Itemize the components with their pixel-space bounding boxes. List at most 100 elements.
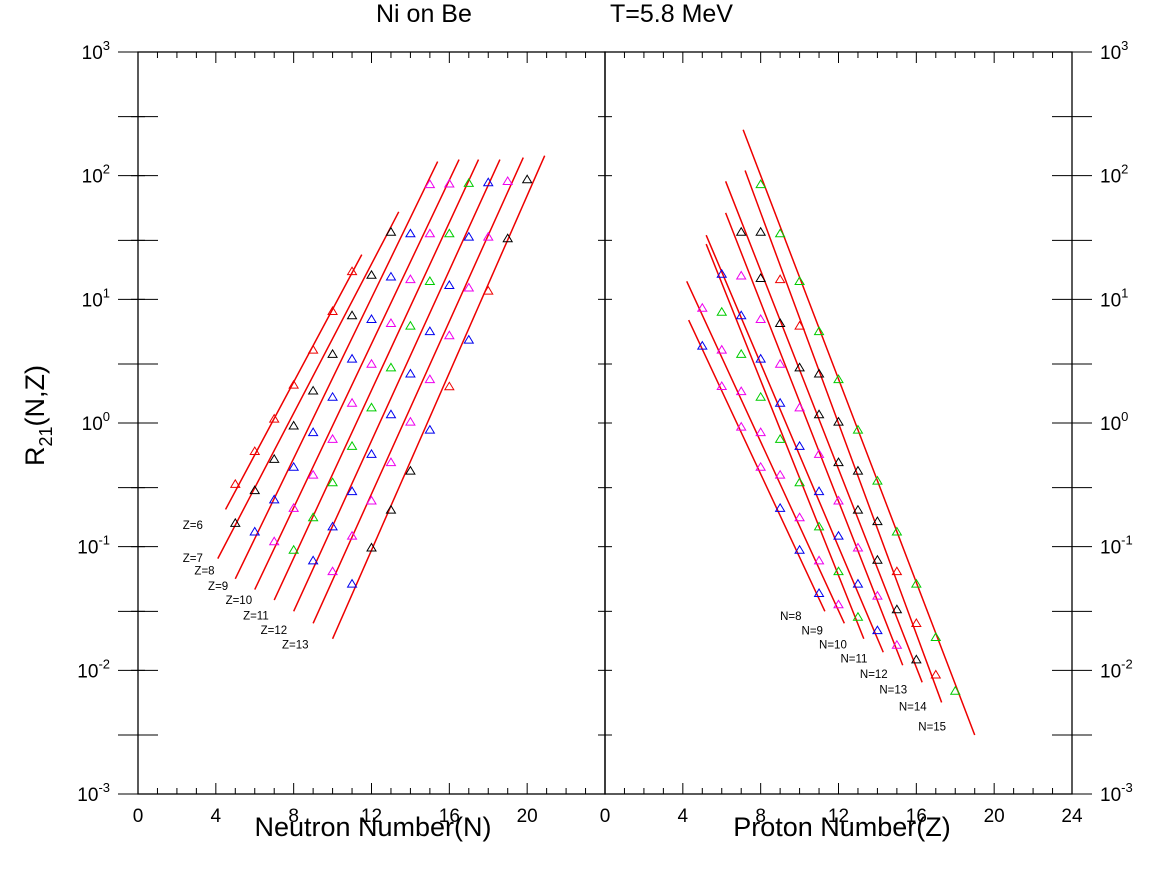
data-marker-triangle	[755, 313, 767, 323]
data-marker-triangle	[346, 397, 358, 407]
y-tick-label-left: 10-3	[77, 780, 110, 806]
data-marker-triangle	[385, 271, 397, 281]
data-marker-triangle	[833, 416, 844, 426]
data-marker-triangle	[891, 526, 903, 536]
y-tick-label-right: 10-1	[1100, 533, 1133, 559]
data-marker-triangle	[872, 590, 883, 600]
data-marker-triangle	[949, 685, 961, 695]
data-marker-triangle	[502, 233, 514, 243]
series-label-z-6: Z=6	[183, 520, 203, 532]
data-marker-triangle	[288, 544, 300, 554]
series-label-n-9: N=9	[802, 625, 823, 637]
data-marker-triangle	[405, 368, 416, 378]
fit-line-z-11	[292, 159, 501, 612]
data-marker-triangle	[774, 397, 786, 407]
data-marker-triangle	[794, 320, 805, 330]
series-label-n-14: N=14	[899, 701, 927, 713]
fit-line-n-10	[705, 243, 865, 640]
data-marker-triangle	[346, 578, 358, 588]
data-marker-triangle	[307, 469, 319, 479]
y-tick-label-right: 101	[1100, 285, 1128, 311]
title-left: Ni on Be	[376, 0, 472, 28]
data-marker-triangle	[424, 179, 436, 189]
data-marker-triangle	[813, 555, 825, 565]
data-marker-triangle	[891, 639, 903, 649]
data-marker-triangle	[910, 578, 922, 588]
data-marker-triangle	[443, 381, 455, 391]
data-marker-triangle	[366, 313, 377, 323]
fit-line-n-8	[687, 319, 826, 612]
data-marker-triangle	[443, 178, 455, 188]
series-label-z-8: Z=8	[194, 566, 214, 578]
panel-frame-left	[137, 51, 606, 795]
data-marker-triangle	[249, 485, 261, 495]
data-marker-triangle	[833, 599, 844, 609]
data-marker-triangle	[813, 409, 825, 419]
data-marker-triangle	[755, 461, 767, 471]
data-marker-triangle	[405, 228, 416, 238]
data-marker-triangle	[755, 273, 767, 282]
data-marker-triangle	[482, 231, 494, 241]
data-marker-triangle	[735, 226, 747, 236]
fit-line-z-8	[234, 161, 439, 580]
data-marker-triangle	[833, 457, 844, 467]
x-tick-label-left: 16	[439, 806, 460, 827]
data-marker-triangle	[774, 228, 786, 238]
y-tick-label-left: 103	[82, 38, 110, 64]
axes-layer: 0 4 8 12 16 20 10-3 10-2 10-1 100 101 102 103 0 4 8 12 16…	[77, 38, 1132, 827]
data-marker-triangle	[424, 424, 436, 434]
data-marker-triangle	[852, 611, 864, 621]
data-marker-triangle	[385, 362, 397, 372]
x-tick-label-right: 12	[828, 806, 849, 827]
data-marker-triangle	[872, 475, 883, 485]
x-tick-label-right: 4	[678, 806, 689, 827]
data-marker-triangle	[346, 310, 358, 320]
x-tick-label-right: 24	[1061, 806, 1083, 827]
series-label-z-11: Z=11	[243, 610, 269, 622]
data-marker-triangle	[463, 282, 475, 292]
data-marker-triangle	[521, 174, 533, 184]
data-marker-triangle	[327, 433, 338, 443]
series-label-n-10: N=10	[819, 639, 847, 651]
data-marker-triangle	[852, 465, 864, 475]
data-marker-triangle	[852, 504, 864, 514]
fit-line-z-6	[224, 254, 363, 510]
data-marker-triangle	[502, 176, 514, 186]
x-tick-label-left: 0	[133, 806, 144, 827]
data-marker-triangle	[288, 379, 300, 389]
fit-line-z-12	[312, 157, 524, 624]
data-marker-triangle	[405, 274, 416, 284]
data-marker-triangle	[327, 306, 338, 316]
data-marker-triangle	[405, 320, 416, 330]
data-marker-triangle	[696, 302, 708, 312]
y-axis-label: R21(N,Z)	[20, 365, 56, 466]
y-tick-label-left: 10-1	[77, 533, 110, 559]
data-marker-triangle	[405, 416, 416, 426]
data-marker-triangle	[774, 318, 786, 328]
data-marker-triangle	[327, 477, 338, 487]
data-marker-triangle	[735, 348, 747, 358]
series-label-n-13: N=13	[879, 684, 907, 696]
data-marker-triangle	[813, 448, 825, 458]
data-marker-triangle	[755, 226, 767, 236]
data-marker-triangle	[463, 334, 475, 344]
data-marker-triangle	[833, 530, 844, 540]
fit-line-n-12	[724, 212, 904, 666]
data-marker-triangle	[249, 446, 261, 456]
data-marker-triangle	[716, 381, 728, 391]
fit-line-n-13	[724, 181, 923, 683]
data-marker-triangle	[385, 504, 397, 514]
data-marker-triangle	[852, 578, 864, 588]
data-marker-triangle	[288, 420, 300, 430]
data-marker-triangle	[385, 409, 397, 419]
data-marker-triangle	[813, 587, 825, 597]
data-marker-triangle	[346, 353, 358, 363]
data-marker-triangle	[755, 179, 767, 189]
y-tick-label-right: 10-3	[1100, 780, 1133, 806]
series-label-z-13: Z=13	[282, 639, 309, 651]
x-tick-label-left: 4	[211, 806, 222, 827]
data-marker-triangle	[755, 353, 767, 363]
data-marker-triangle	[774, 358, 786, 368]
x-tick-label-right: 16	[906, 806, 927, 827]
data-marker-triangle	[696, 340, 708, 350]
